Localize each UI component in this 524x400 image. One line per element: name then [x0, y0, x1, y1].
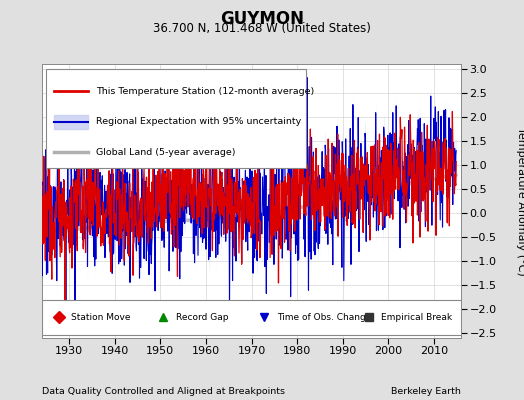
- Text: Record Gap: Record Gap: [176, 313, 228, 322]
- Text: Data Quality Controlled and Aligned at Breakpoints: Data Quality Controlled and Aligned at B…: [42, 387, 285, 396]
- FancyBboxPatch shape: [46, 70, 306, 168]
- Text: Global Land (5-year average): Global Land (5-year average): [96, 148, 236, 157]
- Text: Berkeley Earth: Berkeley Earth: [391, 387, 461, 396]
- FancyBboxPatch shape: [42, 300, 461, 335]
- Text: 36.700 N, 101.468 W (United States): 36.700 N, 101.468 W (United States): [153, 22, 371, 35]
- Text: Station Move: Station Move: [71, 313, 131, 322]
- Text: GUYMON: GUYMON: [220, 10, 304, 28]
- Y-axis label: Temperature Anomaly (°C): Temperature Anomaly (°C): [516, 127, 524, 275]
- Text: Empirical Break: Empirical Break: [381, 313, 453, 322]
- Text: Regional Expectation with 95% uncertainty: Regional Expectation with 95% uncertaint…: [96, 117, 302, 126]
- Text: Time of Obs. Change: Time of Obs. Change: [277, 313, 371, 322]
- Text: This Temperature Station (12-month average): This Temperature Station (12-month avera…: [96, 87, 315, 96]
